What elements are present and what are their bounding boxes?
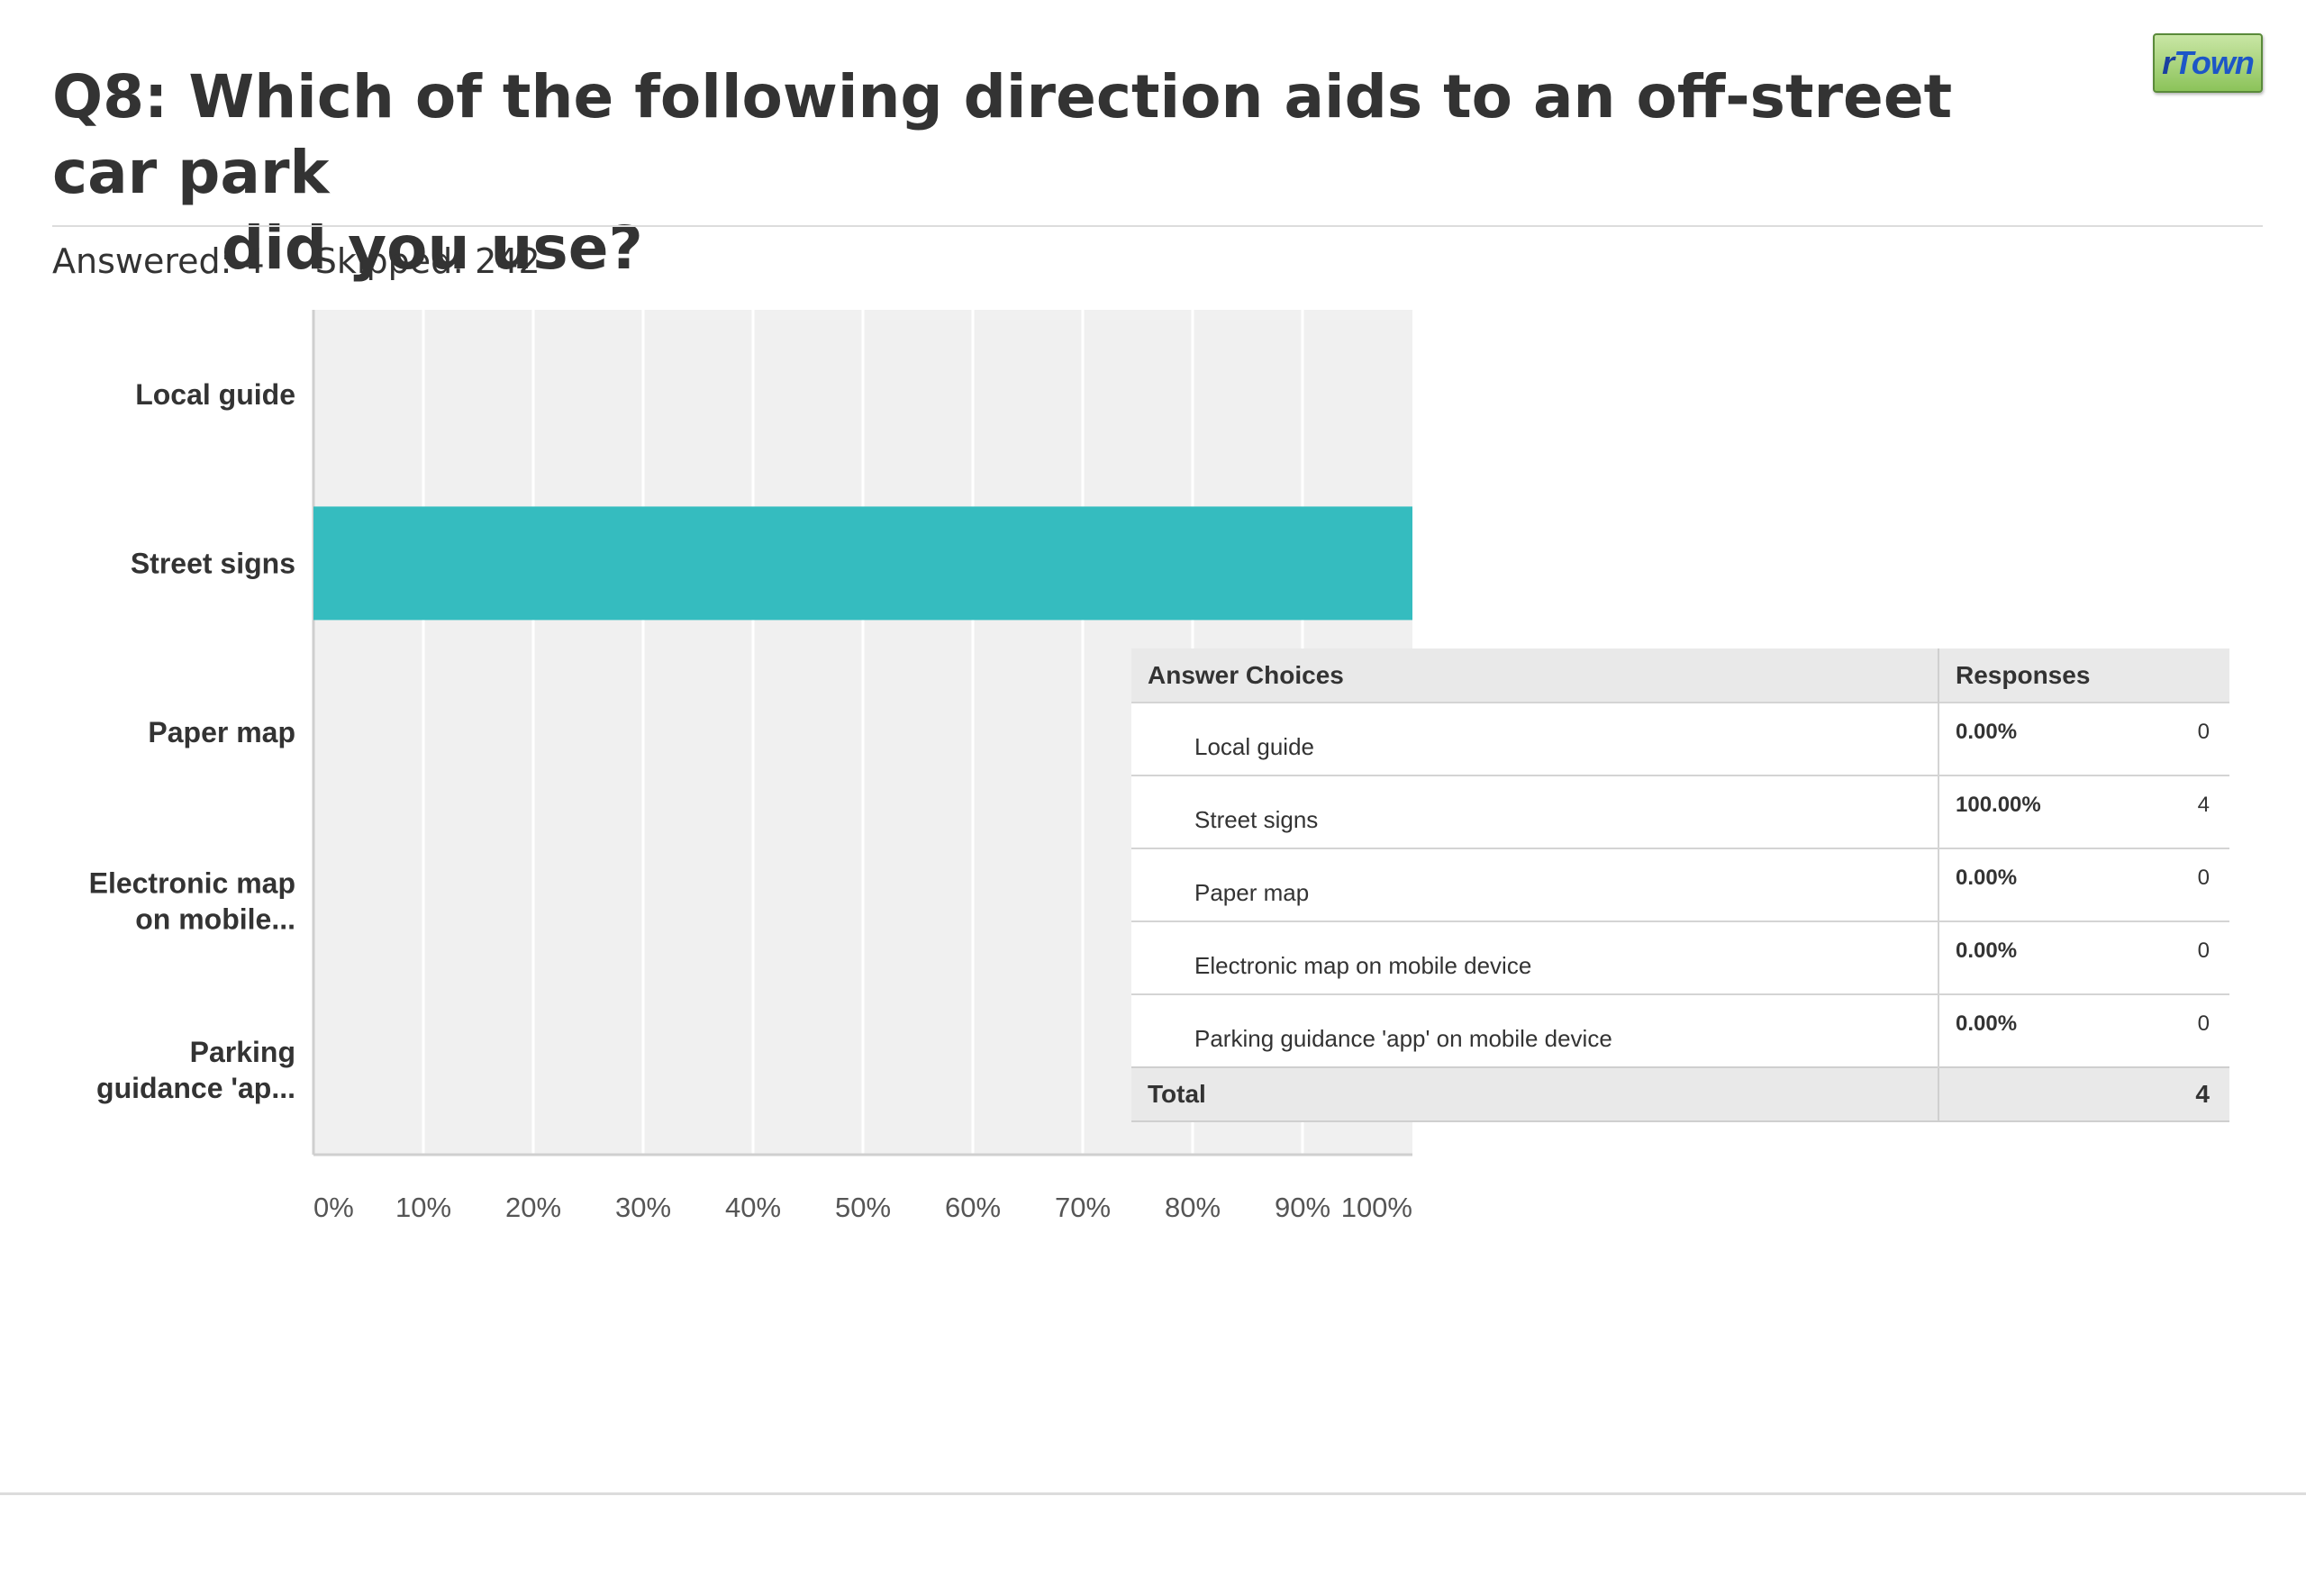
x-tick-label: 50% [835,1192,891,1223]
x-tick-label: 80% [1165,1192,1221,1223]
row-choice: Street signs [1131,775,1939,848]
row-percent: 100.00% [1956,793,2041,817]
row-choice: Electronic map on mobile device [1131,921,1939,994]
row-count: 0 [2197,866,2210,890]
header-responses: Responses [1956,660,2091,689]
header-answer-choices: Answer Choices [1131,648,1939,703]
table-row: Paper map 0.00% 0 [1131,848,2229,921]
x-tick-label: 30% [615,1192,671,1223]
table-total-row: Total 4 [1131,1067,2229,1121]
category-label: Electronic map on mobile... [89,867,295,936]
row-choice: Local guide [1131,703,1939,775]
x-tick-label: 0% [313,1192,354,1223]
row-choice: Paper map [1131,848,1939,921]
row-percent: 0.00% [1956,1011,2018,1036]
title-line-2: did you use? [222,213,643,283]
x-tick-label: 100% [1341,1192,1412,1223]
table-row: Electronic map on mobile device 0.00% 0 [1131,921,2229,994]
row-choice: Parking guidance 'app' on mobile device [1131,994,1939,1067]
category-label: Parking guidance 'ap... [96,1036,295,1104]
logo-text: rTown [2162,44,2255,81]
responses-table: Answer Choices Responses Local guide 0.0… [1131,648,2229,1122]
row-count: 4 [2197,793,2210,817]
row-count: 0 [2197,939,2210,963]
x-tick-label: 90% [1275,1192,1330,1223]
x-tick-label: 10% [395,1192,451,1223]
title-line-1: Q8: Which of the following direction aid… [52,62,1953,207]
table-row: Street signs 100.00% 4 [1131,775,2229,848]
x-tick-label: 70% [1055,1192,1111,1223]
row-percent: 0.00% [1956,720,2018,744]
footer-divider [0,1492,2306,1495]
page-title: Q8: Which of the following direction aid… [52,59,2034,286]
category-label: Local guide [135,378,295,411]
total-label: Total [1131,1067,1939,1121]
category-label: Street signs [131,547,295,579]
table-row: Local guide 0.00% 0 [1131,703,2229,775]
row-percent: 0.00% [1956,939,2018,963]
category-label: Paper map [148,716,295,748]
response-stats: Answered: 4 Skipped: 242 [52,241,580,281]
bar [313,506,1412,621]
table-header-row: Answer Choices Responses [1131,648,2229,703]
x-tick-label: 60% [945,1192,1001,1223]
total-value: 4 [2195,1080,2210,1108]
answered-count: Answered: 4 [52,241,265,281]
row-percent: 0.00% [1956,866,2018,890]
skipped-count: Skipped: 242 [314,241,540,281]
row-count: 0 [2197,1011,2210,1036]
x-tick-label: 40% [725,1192,781,1223]
title-divider [52,225,2263,227]
table-row: Parking guidance 'app' on mobile device … [1131,994,2229,1067]
row-count: 0 [2197,720,2210,744]
x-tick-label: 20% [505,1192,561,1223]
rtown-logo: rTown [2153,33,2263,93]
